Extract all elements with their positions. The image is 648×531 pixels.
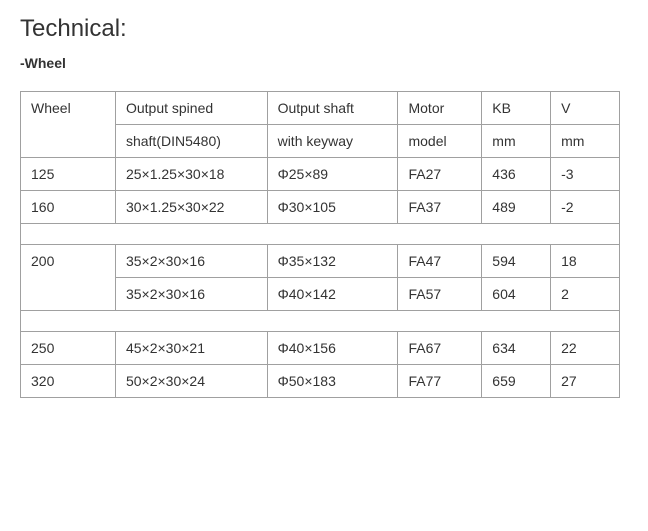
spacer-row <box>21 311 620 332</box>
cell-shaft: Φ25×89 <box>267 158 398 191</box>
cell-kb: 659 <box>482 365 551 398</box>
cell-kb: 489 <box>482 191 551 224</box>
subheader-v: mm <box>551 125 620 158</box>
col-header-kb: KB <box>482 92 551 125</box>
cell-wheel: 160 <box>21 191 116 224</box>
cell-shaft: Φ35×132 <box>267 245 398 278</box>
subheader-kb: mm <box>482 125 551 158</box>
page-subtitle: -Wheel <box>20 55 628 71</box>
cell-shaft: Φ40×142 <box>267 278 398 311</box>
cell-spined: 35×2×30×16 <box>115 278 267 311</box>
cell-spined: 35×2×30×16 <box>115 245 267 278</box>
table-header-row-1: Wheel Output spined Output shaft Motor K… <box>21 92 620 125</box>
cell-v: 2 <box>551 278 620 311</box>
col-header-v: V <box>551 92 620 125</box>
col-header-shaft: Output shaft <box>267 92 398 125</box>
subheader-motor: model <box>398 125 482 158</box>
cell-motor: FA77 <box>398 365 482 398</box>
cell-motor: FA67 <box>398 332 482 365</box>
table-row: 250 45×2×30×21 Φ40×156 FA67 634 22 <box>21 332 620 365</box>
subheader-shaft: with keyway <box>267 125 398 158</box>
col-header-wheel: Wheel <box>21 92 116 158</box>
wheel-table: Wheel Output spined Output shaft Motor K… <box>20 91 620 398</box>
col-header-spined: Output spined <box>115 92 267 125</box>
cell-shaft: Φ50×183 <box>267 365 398 398</box>
page-title: Technical: <box>20 15 628 43</box>
subheader-spined: shaft(DIN5480) <box>115 125 267 158</box>
cell-kb: 436 <box>482 158 551 191</box>
cell-motor: FA27 <box>398 158 482 191</box>
cell-spined: 30×1.25×30×22 <box>115 191 267 224</box>
spacer-row <box>21 224 620 245</box>
table-row: 320 50×2×30×24 Φ50×183 FA77 659 27 <box>21 365 620 398</box>
cell-v: 22 <box>551 332 620 365</box>
cell-wheel: 250 <box>21 332 116 365</box>
cell-spined: 45×2×30×21 <box>115 332 267 365</box>
cell-wheel: 200 <box>21 245 116 311</box>
col-header-motor: Motor <box>398 92 482 125</box>
table-row: 160 30×1.25×30×22 Φ30×105 FA37 489 -2 <box>21 191 620 224</box>
cell-shaft: Φ40×156 <box>267 332 398 365</box>
cell-motor: FA47 <box>398 245 482 278</box>
cell-wheel: 320 <box>21 365 116 398</box>
cell-motor: FA37 <box>398 191 482 224</box>
cell-wheel: 125 <box>21 158 116 191</box>
cell-spined: 25×1.25×30×18 <box>115 158 267 191</box>
table-row: 200 35×2×30×16 Φ35×132 FA47 594 18 <box>21 245 620 278</box>
cell-motor: FA57 <box>398 278 482 311</box>
cell-v: 18 <box>551 245 620 278</box>
cell-v: 27 <box>551 365 620 398</box>
cell-v: -3 <box>551 158 620 191</box>
cell-shaft: Φ30×105 <box>267 191 398 224</box>
table-row: 125 25×1.25×30×18 Φ25×89 FA27 436 -3 <box>21 158 620 191</box>
cell-kb: 604 <box>482 278 551 311</box>
cell-v: -2 <box>551 191 620 224</box>
cell-kb: 594 <box>482 245 551 278</box>
cell-spined: 50×2×30×24 <box>115 365 267 398</box>
cell-kb: 634 <box>482 332 551 365</box>
